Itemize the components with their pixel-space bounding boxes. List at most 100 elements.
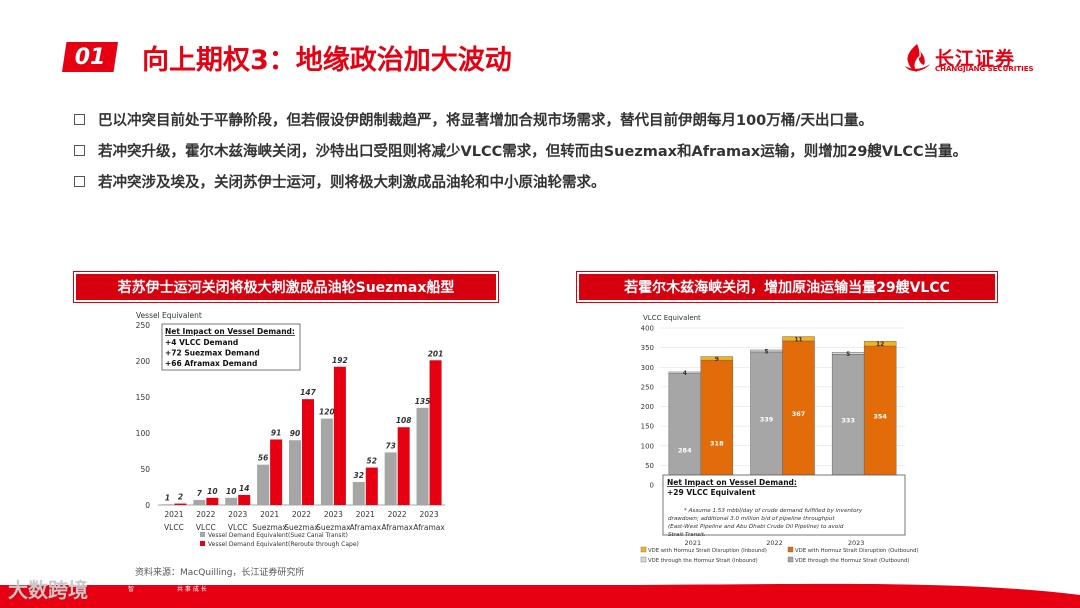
chart2-footnote-line: (East-West Pipeline and Abu Dhabi Crude … [668,524,844,530]
chart1-data-label: 32 [354,471,364,480]
chart1-xtick-year: 2023 [420,510,439,519]
chart2-data-label: 339 [760,415,774,423]
chart1-bar [416,407,429,505]
checkbox-square-icon [74,145,85,156]
watermark: 大数跨境 [8,578,88,602]
chart1-data-label: 52 [367,457,377,466]
chart1-data-label: 90 [290,429,300,438]
chart1-xtick-year: 2023 [324,510,343,519]
chart1-bar [257,464,270,505]
chart1-bar [429,360,442,505]
chart2-xtick: 2021 [685,539,702,547]
chart2-ytick: 400 [641,325,654,333]
chart2-data-label: 318 [710,440,724,448]
chart1-xtick-year: 2022 [292,510,311,519]
chart1-xtick-category: VLCC [228,523,248,532]
source-note: 资料来源：MacQuilling，长江证券研究所 [135,568,305,578]
chart2-legend-swatch [640,556,647,563]
chart1-ytick: 250 [136,321,151,330]
chart1-annotation-line: +72 Suezmax Demand [165,349,260,358]
chart1-bar [397,427,410,505]
chart1-annotation-box [161,323,301,371]
chart2-bar-inbound [782,336,815,342]
page-title: 向上期权3：地缘政治加大波动 [142,45,512,76]
chart1-data-label: 147 [300,388,316,397]
chart2-bar-inbound [863,341,897,347]
chart1-bar [174,503,187,505]
chart1-data-label: 108 [396,416,412,425]
chart1-xtick-category: VLCC [164,523,184,532]
chart2-data-label: 9 [715,356,719,363]
chart1-legend-swatch [200,541,205,546]
chart1-bar [384,452,397,505]
chart2-footnote-line: drawdown; additional 3.0 million b/d of … [668,516,835,522]
chart2-annotation-title: Net Impact on Vessel Demand: [667,478,797,487]
chart2-legend-entry: VDE through the Hormuz Strait (Outbound) [795,558,909,564]
chart1-bar [161,504,174,505]
bullet-list: 巴以冲突目前处于平静阶段，但若假设伊朗制裁趋严，将显著增加合规市场需求，替代目前… [74,104,1034,197]
chart2-legend-swatch [787,556,794,563]
bullet-text: 若冲突升级，霍尔木兹海峡关闭，沙特出口受阻则将减少VLCC需求，但转而由Suez… [98,144,968,160]
chart1-legend-swatch [200,532,205,537]
chart2-bar-outbound [700,359,734,486]
chart1-bar [193,499,206,505]
checkbox-square-icon [74,114,85,125]
chart2-data-label: 4 [683,370,687,377]
chart1-data-label: 192 [332,356,348,365]
chart2-ylabel: VLCC Equivalent [643,314,701,322]
chart2-data-label: 284 [678,446,692,454]
chart1-data-label: 201 [428,349,444,358]
chart1-bar [206,497,219,505]
bullet-item: 若冲突升级，霍尔木兹海峡关闭，沙特出口受阻则将减少VLCC需求，但转而由Suez… [74,135,1034,166]
chart2-data-label: 5 [846,351,850,358]
chart2-annotation-line: +29 VLCC Equivalent [667,488,756,497]
chart1-xtick-category: VLCC [196,523,216,532]
footer-text-a: 智 [128,586,135,593]
chart2-footnote-line: * Assume 1.53 mbbl/day of crude demand f… [684,508,863,514]
chart1-bar [270,439,283,505]
bullet-text: 巴以冲突目前处于平静阶段，但若假设伊朗制裁趋严，将显著增加合规市场需求，替代目前… [98,113,874,129]
chart2-bar-outbound [668,373,702,486]
chart2-legend-entry: VDE with Hormuz Strait Disruption (Inbou… [648,548,767,554]
chart1-ytick: 200 [136,357,151,366]
chart1-annotation-line: +4 VLCC Demand [165,338,238,347]
chart1-xtick-year: 2021 [356,510,375,519]
chart1-legend-entry: Vessel Demand Equivalent(Reroute through… [208,541,359,548]
chart1-data-label: 2 [178,493,183,502]
chart2-ytick: 300 [641,364,654,372]
chart2-data-label: 354 [873,413,887,421]
chart2-panel-title: 若霍尔木兹海峡关闭，增加原油运输当量29艘VLCC [579,274,995,300]
logo-flame-icon [905,44,930,72]
chart1-xtick-category: Aframax [350,523,382,532]
chart2-legend-swatch [640,546,647,553]
chart1-bar [225,497,238,505]
chart2-ytick: 0 [650,482,654,490]
chart1-xtick-year: 2021 [164,510,183,519]
chart2-data-label: 333 [841,417,855,425]
chart1-data-label: 120 [319,408,335,417]
chart1-bar [352,481,365,505]
chart1-bar [302,399,314,505]
chart1-data-label: 10 [207,487,217,496]
chart2-bar-outbound [831,354,865,486]
chart2-data-label: 11 [794,336,802,343]
chart1-annotation-title: Net Impact on Vessel Demand: [165,327,295,336]
chart1-ytick: 100 [136,429,151,438]
chart2-legend-entry: VDE through the Hormuz Strait (Inbound) [648,558,758,564]
chart2-ytick: 100 [641,442,654,450]
chart1-xtick-category: Suezmax [284,523,319,532]
chart2-legend-entry: VDE with Hormuz Strait Disruption (Outbo… [795,548,919,554]
checkbox-square-icon [74,176,85,187]
chart2-ytick: 50 [645,462,654,470]
chart1-data-label: 91 [271,428,281,437]
chart2-ytick: 150 [641,423,654,431]
chart1-ytick: 50 [140,465,150,474]
chart1-ylabel: Vessel Equivalent [136,311,202,320]
chart1-xtick-year: 2021 [260,510,279,519]
chart2-ytick: 250 [641,383,654,391]
chart2-data-label: 367 [792,410,806,418]
chart2-data-label: 12 [876,341,884,348]
logo-text-en: CHANGJIANG SECURITIES [935,65,1034,73]
chart2-bar-outbound [750,351,783,486]
chart1-xtick-category: Aframax [413,523,445,532]
